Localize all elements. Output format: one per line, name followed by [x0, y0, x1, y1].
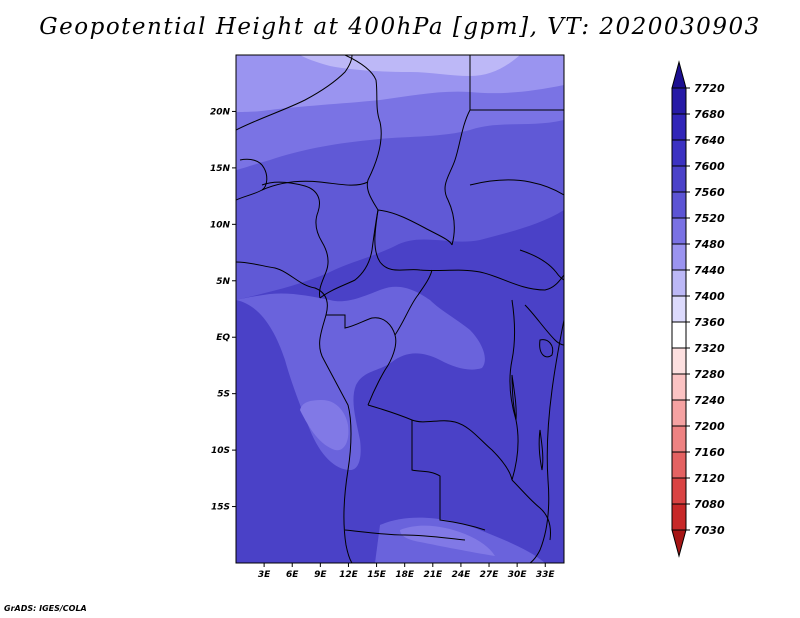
- border-nigeria-niger: [261, 180, 369, 191]
- x-tick-label: 18E: [395, 570, 415, 580]
- colorbar-label: 7030: [694, 524, 725, 537]
- coastline-west-africa: [236, 261, 353, 563]
- border-west-sahel: [236, 158, 268, 201]
- border-east-drc: [509, 299, 519, 481]
- x-tick-label: 12E: [339, 570, 359, 580]
- x-tick-label: 3E: [258, 570, 271, 580]
- border-libya-chad: [344, 55, 382, 211]
- border-cameroon-chad: [319, 209, 379, 299]
- country-borders: [236, 55, 564, 563]
- colorbar-label: 7600: [694, 160, 725, 173]
- y-tick-label: 20N: [210, 107, 231, 117]
- colorbar-swatch: [671, 399, 687, 427]
- colorbar-label: 7640: [694, 134, 725, 147]
- colorbar-label: 7440: [694, 264, 725, 277]
- height-field: [236, 55, 564, 563]
- colorbar-label: 7400: [694, 290, 725, 303]
- border-car: [374, 209, 564, 291]
- x-tick-label: 9E: [314, 570, 327, 580]
- colorbar-swatch: [671, 295, 687, 323]
- x-tick-label: 33E: [536, 570, 556, 580]
- y-tick-label: 15S: [211, 503, 230, 513]
- band-7520-west: [236, 286, 485, 470]
- colorbar-label: 7200: [694, 420, 725, 433]
- y-tick-label: 10S: [211, 446, 230, 456]
- x-tick-label: 24E: [452, 570, 472, 580]
- colorbar-label: 7080: [694, 498, 725, 511]
- colorbar-label: 7280: [694, 368, 725, 381]
- border-zambia-east: [511, 479, 551, 541]
- border-niger-algeria: [236, 55, 353, 131]
- colorbar-swatch: [671, 321, 687, 349]
- colorbar-swatch: [671, 87, 687, 115]
- y-axis: 20N 15N 10N 5N EQ 5S 10S 15S: [210, 107, 236, 513]
- lake-malawi: [538, 429, 544, 471]
- y-tick-label: 15N: [210, 164, 231, 174]
- colorbar-label: 7320: [694, 342, 725, 355]
- lake-tanganyika: [511, 374, 517, 421]
- grads-credit: GrADS: IGES/COLA: [4, 604, 87, 613]
- colorbar-swatch: [671, 269, 687, 297]
- colorbar-label: 7520: [694, 212, 725, 225]
- colorbar-swatch: [671, 113, 687, 141]
- colorbar-label: 7360: [694, 316, 725, 329]
- colorbar-label: 7480: [694, 238, 725, 251]
- colorbar-swatch: [671, 477, 687, 505]
- x-tick-label: 30E: [508, 570, 528, 580]
- colorbar-label: 7680: [694, 108, 725, 121]
- border-namibia: [344, 529, 466, 541]
- colorbar: 7720 7680 7640 7600 7560 7520 7480 7440 7400 7360…: [671, 60, 725, 558]
- x-axis: 3E 6E 9E 12E 15E 18E 21E 24E 27E 30E 33E: [258, 563, 556, 580]
- border-drc-south: [367, 404, 513, 481]
- x-tick-label: 6E: [286, 570, 299, 580]
- colorbar-swatch: [671, 191, 687, 219]
- band-7480-west: [300, 400, 349, 451]
- colorbar-swatch: [671, 373, 687, 401]
- border-drc-west: [394, 269, 433, 336]
- chart-title: Geopotential Height at 400hPa [gpm], VT:…: [39, 14, 761, 40]
- colorbar-label: 7120: [694, 472, 725, 485]
- colorbar-swatch: [671, 165, 687, 193]
- border-sudan-ethiopia: [469, 179, 564, 196]
- band-7480-south: [400, 525, 495, 556]
- colorbar-swatch: [671, 425, 687, 453]
- x-tick-label: 21E: [423, 570, 443, 580]
- colorbar-bottom-arrow: [671, 529, 687, 558]
- border-chad-sudan: [377, 209, 453, 246]
- colorbar-label: 7240: [694, 394, 725, 407]
- x-tick-label: 15E: [367, 570, 387, 580]
- colorbar-swatch: [671, 217, 687, 245]
- border-kenya-tanzania: [524, 304, 564, 346]
- colorbar-top-arrow: [671, 60, 687, 89]
- colorbar-swatch: [671, 139, 687, 167]
- colorbar-swatch: [671, 347, 687, 375]
- x-tick-label: 27E: [480, 570, 500, 580]
- y-tick-label: 10N: [210, 220, 231, 230]
- colorbar-swatch: [671, 503, 687, 531]
- border-sudan-west: [444, 109, 471, 246]
- border-ethiopia-south: [519, 249, 564, 281]
- y-tick-label: 5S: [217, 390, 230, 400]
- colorbar-swatch: [671, 451, 687, 479]
- colorbar-label: 7560: [694, 186, 725, 199]
- coastline-east-africa: [529, 319, 564, 563]
- lake-victoria: [539, 339, 554, 358]
- y-tick-label: 5N: [216, 277, 230, 287]
- border-nigeria-cameroon: [261, 181, 329, 299]
- colorbar-label: 7160: [694, 446, 725, 459]
- map-frame: [235, 54, 565, 564]
- y-tick-label: EQ: [216, 333, 230, 343]
- colorbar-swatch: [671, 243, 687, 271]
- colorbar-label: 7720: [694, 82, 725, 95]
- border-angola-zambia: [411, 420, 486, 531]
